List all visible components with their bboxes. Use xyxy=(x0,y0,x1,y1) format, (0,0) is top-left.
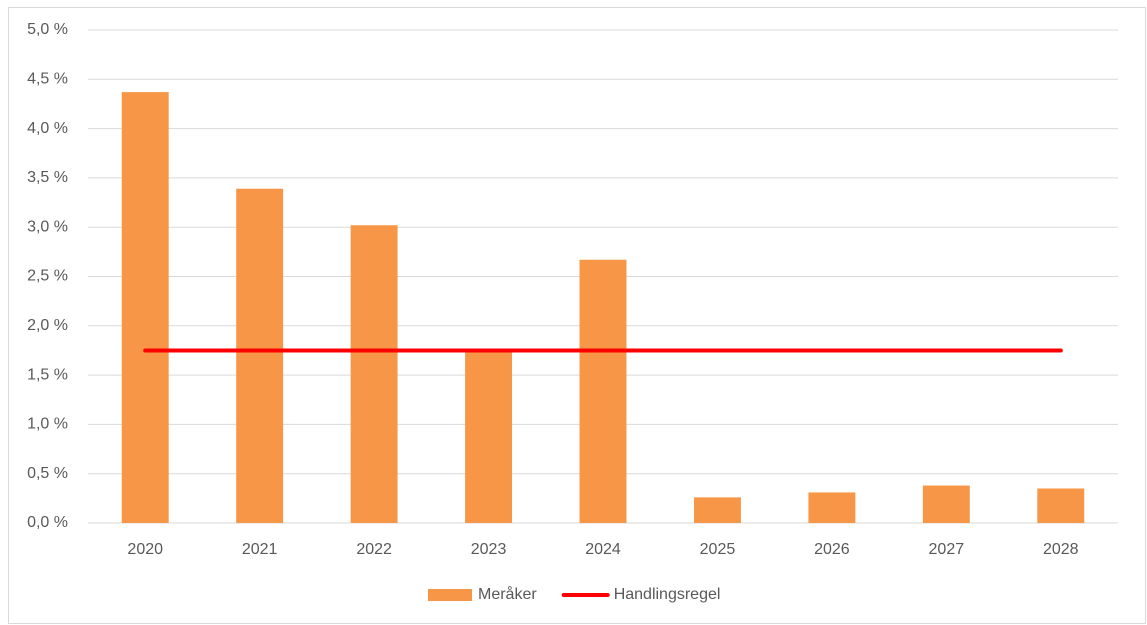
x-tick-label: 2026 xyxy=(814,541,850,558)
x-tick-label: 2020 xyxy=(127,541,163,558)
bar xyxy=(579,259,627,523)
y-tick-label: 2,0 % xyxy=(27,317,68,334)
x-tick-label: 2023 xyxy=(471,541,507,558)
chart-border xyxy=(8,7,1146,624)
y-tick-label: 0,5 % xyxy=(27,465,68,482)
bar xyxy=(465,349,513,523)
bar xyxy=(236,188,284,523)
y-tick-label: 1,0 % xyxy=(27,416,68,433)
y-tick-label: 5,0 % xyxy=(27,21,68,38)
y-tick-label: 3,5 % xyxy=(27,169,68,186)
x-tick-label: 2028 xyxy=(1043,541,1079,558)
legend-label: Handlingsregel xyxy=(614,586,721,603)
x-tick-label: 2021 xyxy=(242,541,278,558)
legend-label: Meråker xyxy=(478,585,537,603)
y-tick-label: 0,0 % xyxy=(27,514,68,531)
bar xyxy=(808,492,856,523)
legend-swatch xyxy=(428,589,472,601)
y-tick-label: 2,5 % xyxy=(27,268,68,285)
x-tick-label: 2027 xyxy=(929,541,965,558)
x-tick-label: 2025 xyxy=(700,541,736,558)
bar xyxy=(922,485,970,523)
y-tick-label: 4,0 % xyxy=(27,120,68,137)
bar xyxy=(121,92,169,524)
y-tick-label: 4,5 % xyxy=(27,71,68,88)
x-tick-label: 2022 xyxy=(356,541,392,558)
bar xyxy=(693,497,741,523)
bar xyxy=(1037,488,1085,523)
y-tick-label: 3,0 % xyxy=(27,218,68,235)
y-tick-label: 1,5 % xyxy=(27,366,68,383)
bar xyxy=(350,225,398,523)
x-tick-label: 2024 xyxy=(585,541,621,558)
